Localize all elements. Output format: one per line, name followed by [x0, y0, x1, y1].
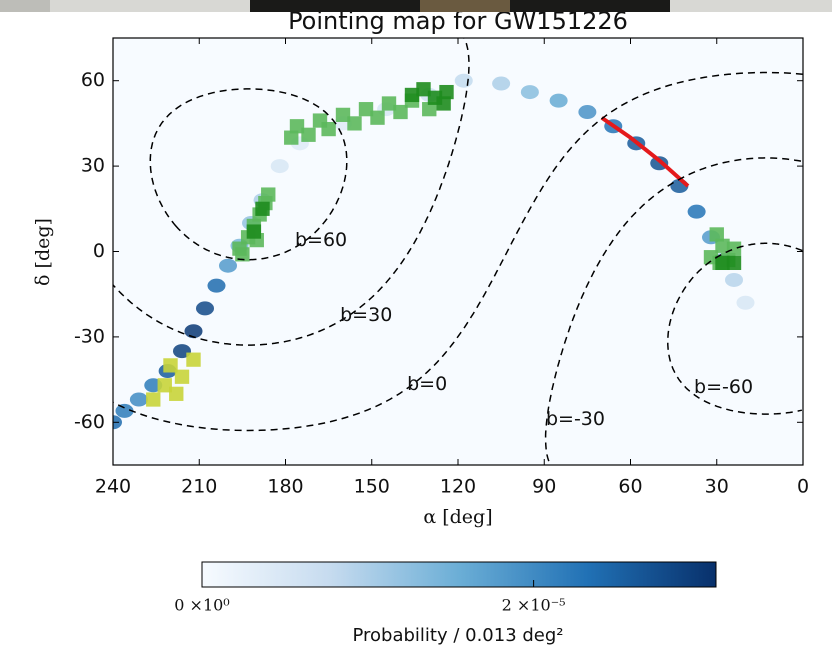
pointing-tile [393, 104, 408, 120]
photo-strip [0, 0, 832, 12]
pointing-tile [255, 201, 270, 216]
y-axis-label: δ [deg] [32, 218, 54, 286]
x-tick-label: 30 [705, 476, 729, 498]
contour-label: b=60 [295, 229, 347, 251]
pointing-tile [163, 358, 178, 373]
pointing-tile [347, 116, 362, 131]
latitude-contour [149, 88, 348, 261]
pointing-tile [439, 84, 454, 100]
probability-blob [578, 105, 597, 120]
pointing-tile [436, 96, 451, 111]
pointing-tile [404, 87, 420, 103]
pointing-tile [715, 255, 730, 271]
y-tick-label: -30 [74, 325, 105, 347]
probability-blob [736, 295, 755, 310]
probability-blob [184, 324, 203, 339]
plot-background [113, 38, 803, 465]
x-tick-label: 240 [95, 476, 131, 498]
pointing-tile [370, 110, 385, 125]
y-tick-label: 60 [81, 69, 105, 91]
x-tick-label: 210 [181, 476, 217, 498]
x-tick-label: 150 [354, 476, 390, 498]
pointing-tile [174, 369, 190, 384]
contour-label: b=-30 [546, 408, 605, 430]
x-tick-label: 60 [618, 476, 642, 498]
colorbar-tick-label: 0 ×10⁰ [174, 596, 229, 615]
probability-blob [129, 392, 148, 407]
pointing-tile [726, 241, 742, 256]
pointing-tile [726, 255, 742, 271]
y-tick-label: 30 [81, 155, 105, 177]
x-tick-label: 90 [532, 476, 556, 498]
pointing-tile [186, 352, 201, 367]
y-tick-label: -60 [74, 411, 105, 433]
photo-left [0, 0, 50, 12]
probability-blob [725, 272, 743, 287]
contour-label: b=30 [340, 304, 392, 326]
pointing-tile [709, 227, 724, 242]
y-tick-label: 0 [93, 240, 105, 262]
colorbar-tick-label: 2 ×10⁻⁵ [502, 596, 566, 615]
x-tick-label: 0 [797, 476, 809, 498]
contour-label: b=-60 [694, 376, 753, 398]
pointing-tile [246, 224, 262, 239]
probability-blob [115, 403, 134, 418]
plot-area: b=60 b=30 b=0 b=-30 b=-60 [113, 38, 803, 465]
pointing-tile [284, 130, 299, 145]
x-tick-label: 120 [440, 476, 476, 498]
pointing-tile [289, 119, 305, 134]
probability-blob [270, 159, 289, 174]
photo-detail [420, 0, 510, 12]
latitude-contour [667, 242, 803, 415]
pointing-tile [422, 102, 437, 117]
track [600, 116, 690, 188]
pointing-tile [335, 107, 351, 122]
latitude-contour [113, 71, 803, 432]
probability-blob [520, 85, 539, 100]
pointing-tile [169, 386, 184, 401]
x-axis-label: α [deg] [423, 506, 492, 528]
pointing-tile [321, 121, 336, 137]
pointing-tile [381, 96, 397, 111]
contour-label: b=0 [407, 373, 447, 395]
colorbar [201, 561, 717, 588]
pointing-tile [261, 187, 276, 202]
pointing-tile [157, 378, 172, 393]
x-tick-label: 180 [267, 476, 303, 498]
pointing-tile [715, 238, 730, 253]
probability-blob [492, 76, 511, 91]
pointing-tile [235, 247, 250, 262]
probability-blob [207, 278, 226, 293]
latitude-contour [544, 157, 802, 465]
probability-blob [687, 204, 706, 219]
pointing-tile [358, 102, 374, 117]
probability-blob [454, 73, 473, 88]
pointing-tile [416, 82, 431, 97]
colorbar-label: Probability / 0.013 deg² [352, 625, 563, 646]
probability-blob [549, 93, 568, 108]
pointing-tile [301, 127, 316, 142]
pointing-tile [146, 392, 161, 407]
probability-blob [196, 301, 214, 316]
probability-blob [219, 258, 237, 273]
